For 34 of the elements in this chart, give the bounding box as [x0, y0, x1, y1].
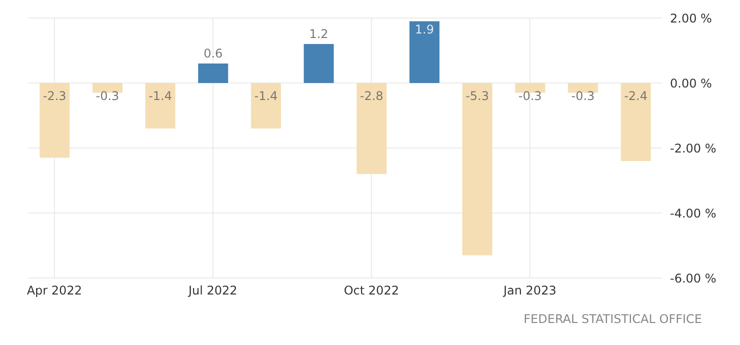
- y-tick-label: -6.00 %: [670, 271, 716, 286]
- bar: [515, 83, 546, 93]
- bar: [620, 83, 651, 161]
- data-label: -0.3: [571, 89, 595, 103]
- x-tick-label: Jul 2022: [187, 284, 238, 298]
- data-label: 1.9: [414, 22, 434, 36]
- y-tick-label: 2.00 %: [670, 11, 712, 26]
- data-label: -2.3: [42, 89, 66, 103]
- bar: [304, 44, 334, 83]
- data-label: 1.2: [309, 27, 328, 41]
- bar: [92, 83, 122, 93]
- data-label: -1.4: [254, 89, 278, 103]
- bar: [356, 83, 387, 174]
- bar: [568, 83, 598, 93]
- x-tick-label: Jan 2023: [502, 284, 556, 298]
- bar: [409, 21, 440, 83]
- data-label: -1.4: [148, 89, 172, 103]
- bar: [145, 83, 176, 128]
- bar: [198, 64, 228, 83]
- data-label: -0.3: [518, 89, 542, 103]
- bar: [250, 83, 281, 128]
- text: FEDERAL STATISTICAL OFFICE: [522, 312, 703, 326]
- x-tick-label: Apr 2022: [26, 284, 82, 298]
- data-label: -0.3: [96, 89, 120, 103]
- data-label: -2.4: [624, 89, 648, 103]
- y-tick-label: -2.00 %: [670, 141, 716, 156]
- y-tick-label: -4.00 %: [670, 206, 716, 220]
- bar: [40, 83, 70, 158]
- data-label: -5.3: [466, 89, 489, 103]
- data-label: -2.8: [360, 89, 384, 103]
- x-tick-label: Oct 2022: [344, 284, 399, 298]
- y-tick-label: 0.00 %: [670, 76, 712, 90]
- data-label: 0.6: [204, 46, 223, 60]
- bar: [462, 83, 492, 256]
